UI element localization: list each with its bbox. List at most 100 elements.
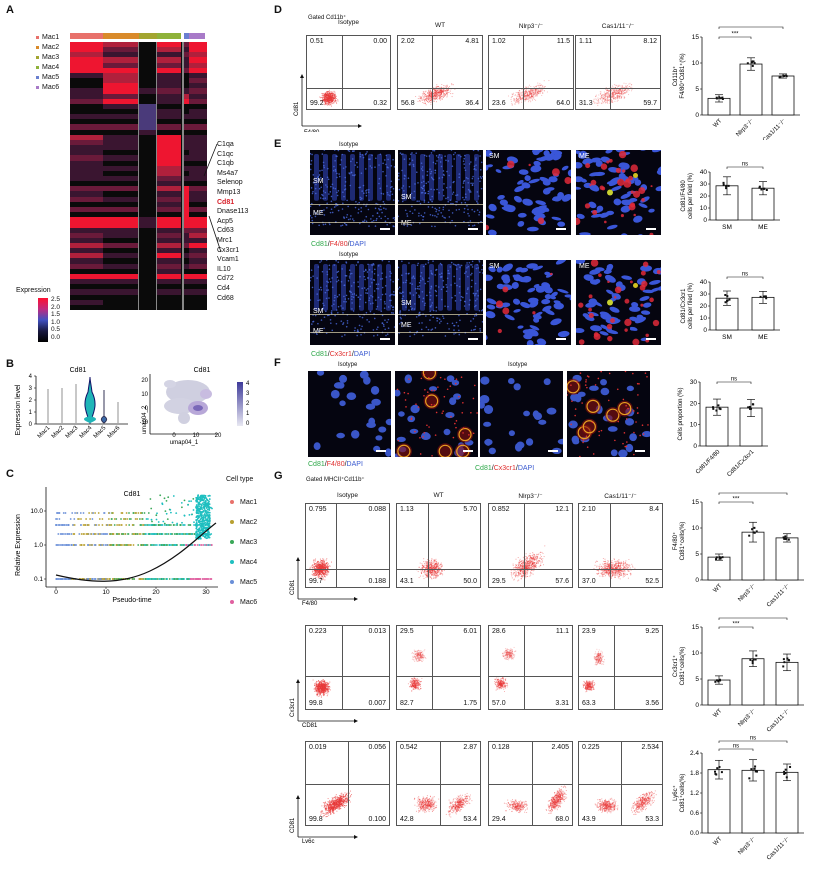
svg-text:20: 20: [152, 589, 160, 596]
plot-title: WT: [434, 22, 446, 29]
celltype-name: Mac4: [240, 558, 258, 566]
legend-tick: 2.5: [51, 296, 61, 303]
legend-tick: 0.0: [51, 333, 61, 341]
quadrant-value-ul: 0.51: [310, 38, 324, 45]
sm-label: SM: [401, 300, 412, 307]
quadrant-value-ur: 2.534: [641, 744, 659, 751]
e-isotype-label-2: Isotype: [339, 252, 359, 258]
celltype-dot: [230, 520, 234, 524]
svg-text:1.0: 1.0: [34, 542, 43, 549]
celltype-legend-item: Mac2: [230, 512, 257, 532]
quadrant-value-lr: 0.32: [373, 100, 387, 107]
quadrant-value-ul: 0.542: [400, 744, 418, 751]
quadrant-value-ur: 12.1: [555, 506, 569, 513]
sm-label: SM: [489, 263, 500, 270]
me-label: ME: [313, 210, 324, 217]
g-gate-label: Gated MHCII⁺Cd11b⁺: [306, 477, 365, 483]
quadrant-value-ul: 0.225: [582, 744, 600, 751]
svg-text:10: 10: [692, 60, 700, 67]
e-isotype-label-1: Isotype: [339, 142, 359, 148]
celltype-legend-item: Mac6: [230, 592, 257, 612]
svg-text:0.1: 0.1: [34, 576, 43, 583]
svg-text:Nlrp3⁻/⁻: Nlrp3⁻/⁻: [735, 118, 755, 138]
panel-d-letter: D: [274, 4, 282, 16]
quadrant-value-ul: 28.6: [492, 628, 506, 635]
scale-bar: [463, 450, 473, 452]
cluster-name: Mac4: [42, 63, 60, 71]
cluster-legend-item: Mac4: [36, 62, 59, 72]
panel-f-letter: F: [274, 357, 281, 369]
flow-cytometry-plot: 0.542 2.87 42.8 53.4: [396, 741, 481, 826]
gene-label: Cd81: [217, 198, 235, 206]
cluster-color-dot: [36, 85, 39, 89]
quadrant-gate-vertical: [524, 626, 525, 709]
svg-text:15: 15: [692, 34, 700, 41]
e-stain-legend-2: Cd81/Cx3cr1/DAPI: [311, 351, 371, 358]
e-stain-legend-1: Cd81/F4/80/DAPI: [311, 241, 366, 248]
quadrant-gate-vertical: [342, 626, 343, 709]
flow-cytometry-plot: 1.13 5.70 43.1 50.0: [396, 503, 481, 588]
svg-text:2: 2: [246, 401, 250, 407]
gene-label: Cx3cr1: [217, 246, 240, 254]
cluster-color-dot: [36, 65, 39, 69]
violin-plot: Cd81 Expression level 4 3 2 1 0 Mac1 Mac2 Mac3…: [15, 367, 128, 440]
f-isotype-label-1: Isotype: [338, 362, 358, 368]
panel-a-letter: A: [6, 4, 14, 16]
cluster-color-dot: [36, 75, 39, 79]
cluster-bar-segment: [157, 33, 181, 39]
panel-b-letter: B: [6, 358, 14, 370]
quadrant-value-ur: 0.056: [368, 744, 386, 751]
svg-text:4: 4: [246, 381, 250, 387]
cluster-legend: Mac1 Mac2 Mac3 Mac4 Mac5 Mac6: [36, 32, 59, 92]
quadrant-gate-vertical: [610, 36, 611, 109]
quadrant-value-ul: 1.11: [579, 38, 593, 45]
legend-tick: 0.5: [51, 326, 61, 334]
cluster-color-bar: [70, 33, 207, 39]
scale-bar: [380, 338, 390, 340]
micrograph-image: SM: [486, 150, 571, 235]
quadrant-value-ur: 11.1: [555, 628, 569, 635]
plot-title: Cas1/11⁻/⁻: [604, 493, 637, 500]
cluster-bar-segment: [184, 33, 189, 39]
quadrant-gate-vertical: [432, 36, 433, 109]
legend-tick: 1.0: [51, 318, 61, 326]
celltype-name: Mac6: [240, 598, 258, 606]
micrograph-image: SM ME: [398, 150, 483, 235]
svg-text:0: 0: [703, 217, 707, 224]
expression-colorbar: [38, 298, 48, 342]
quadrant-value-ll: 99.8: [309, 816, 323, 823]
celltype-dot: [230, 560, 234, 564]
svg-text:0: 0: [145, 406, 149, 412]
quadrant-gate-horizontal: [579, 784, 662, 785]
svg-text:1: 1: [29, 410, 33, 416]
svg-text:0: 0: [695, 112, 699, 119]
celltype-legend-item: Mac4: [230, 552, 257, 572]
quadrant-value-ll: 37.0: [582, 578, 596, 585]
d-axis-arrows: Cd81 F4/80: [294, 74, 362, 132]
flow-cytometry-plot: 28.6 11.1 57.0 3.31: [488, 625, 573, 710]
quadrant-value-ur: 9.25: [645, 628, 659, 635]
quadrant-value-ul: 0.223: [309, 628, 327, 635]
sm-label: SM: [489, 153, 500, 160]
quadrant-value-ul: 1.02: [492, 38, 506, 45]
quadrant-gate-horizontal: [576, 88, 660, 89]
quadrant-value-ur: 4.81: [465, 38, 479, 45]
scale-bar: [468, 338, 478, 340]
flow-cytometry-plot: 29.5 6.01 82.7 1.75: [396, 625, 481, 710]
plot-title: Isotype: [338, 19, 359, 26]
celltype-dot: [230, 580, 234, 584]
cluster-name: Mac2: [42, 43, 60, 51]
svg-text:Mac2: Mac2: [51, 425, 66, 440]
quadrant-value-ur: 5.70: [463, 506, 477, 513]
quadrant-value-ul: 2.10: [582, 506, 596, 513]
cluster-name: Mac3: [42, 53, 60, 61]
quadrant-gate-horizontal: [397, 569, 480, 570]
flow-cytometry-plot: 0.223 0.013 99.8 0.007: [305, 625, 390, 710]
quadrant-gate-vertical: [610, 504, 611, 587]
flow-cytometry-plot: 0.019 0.056 99.8 0.100: [305, 741, 390, 826]
